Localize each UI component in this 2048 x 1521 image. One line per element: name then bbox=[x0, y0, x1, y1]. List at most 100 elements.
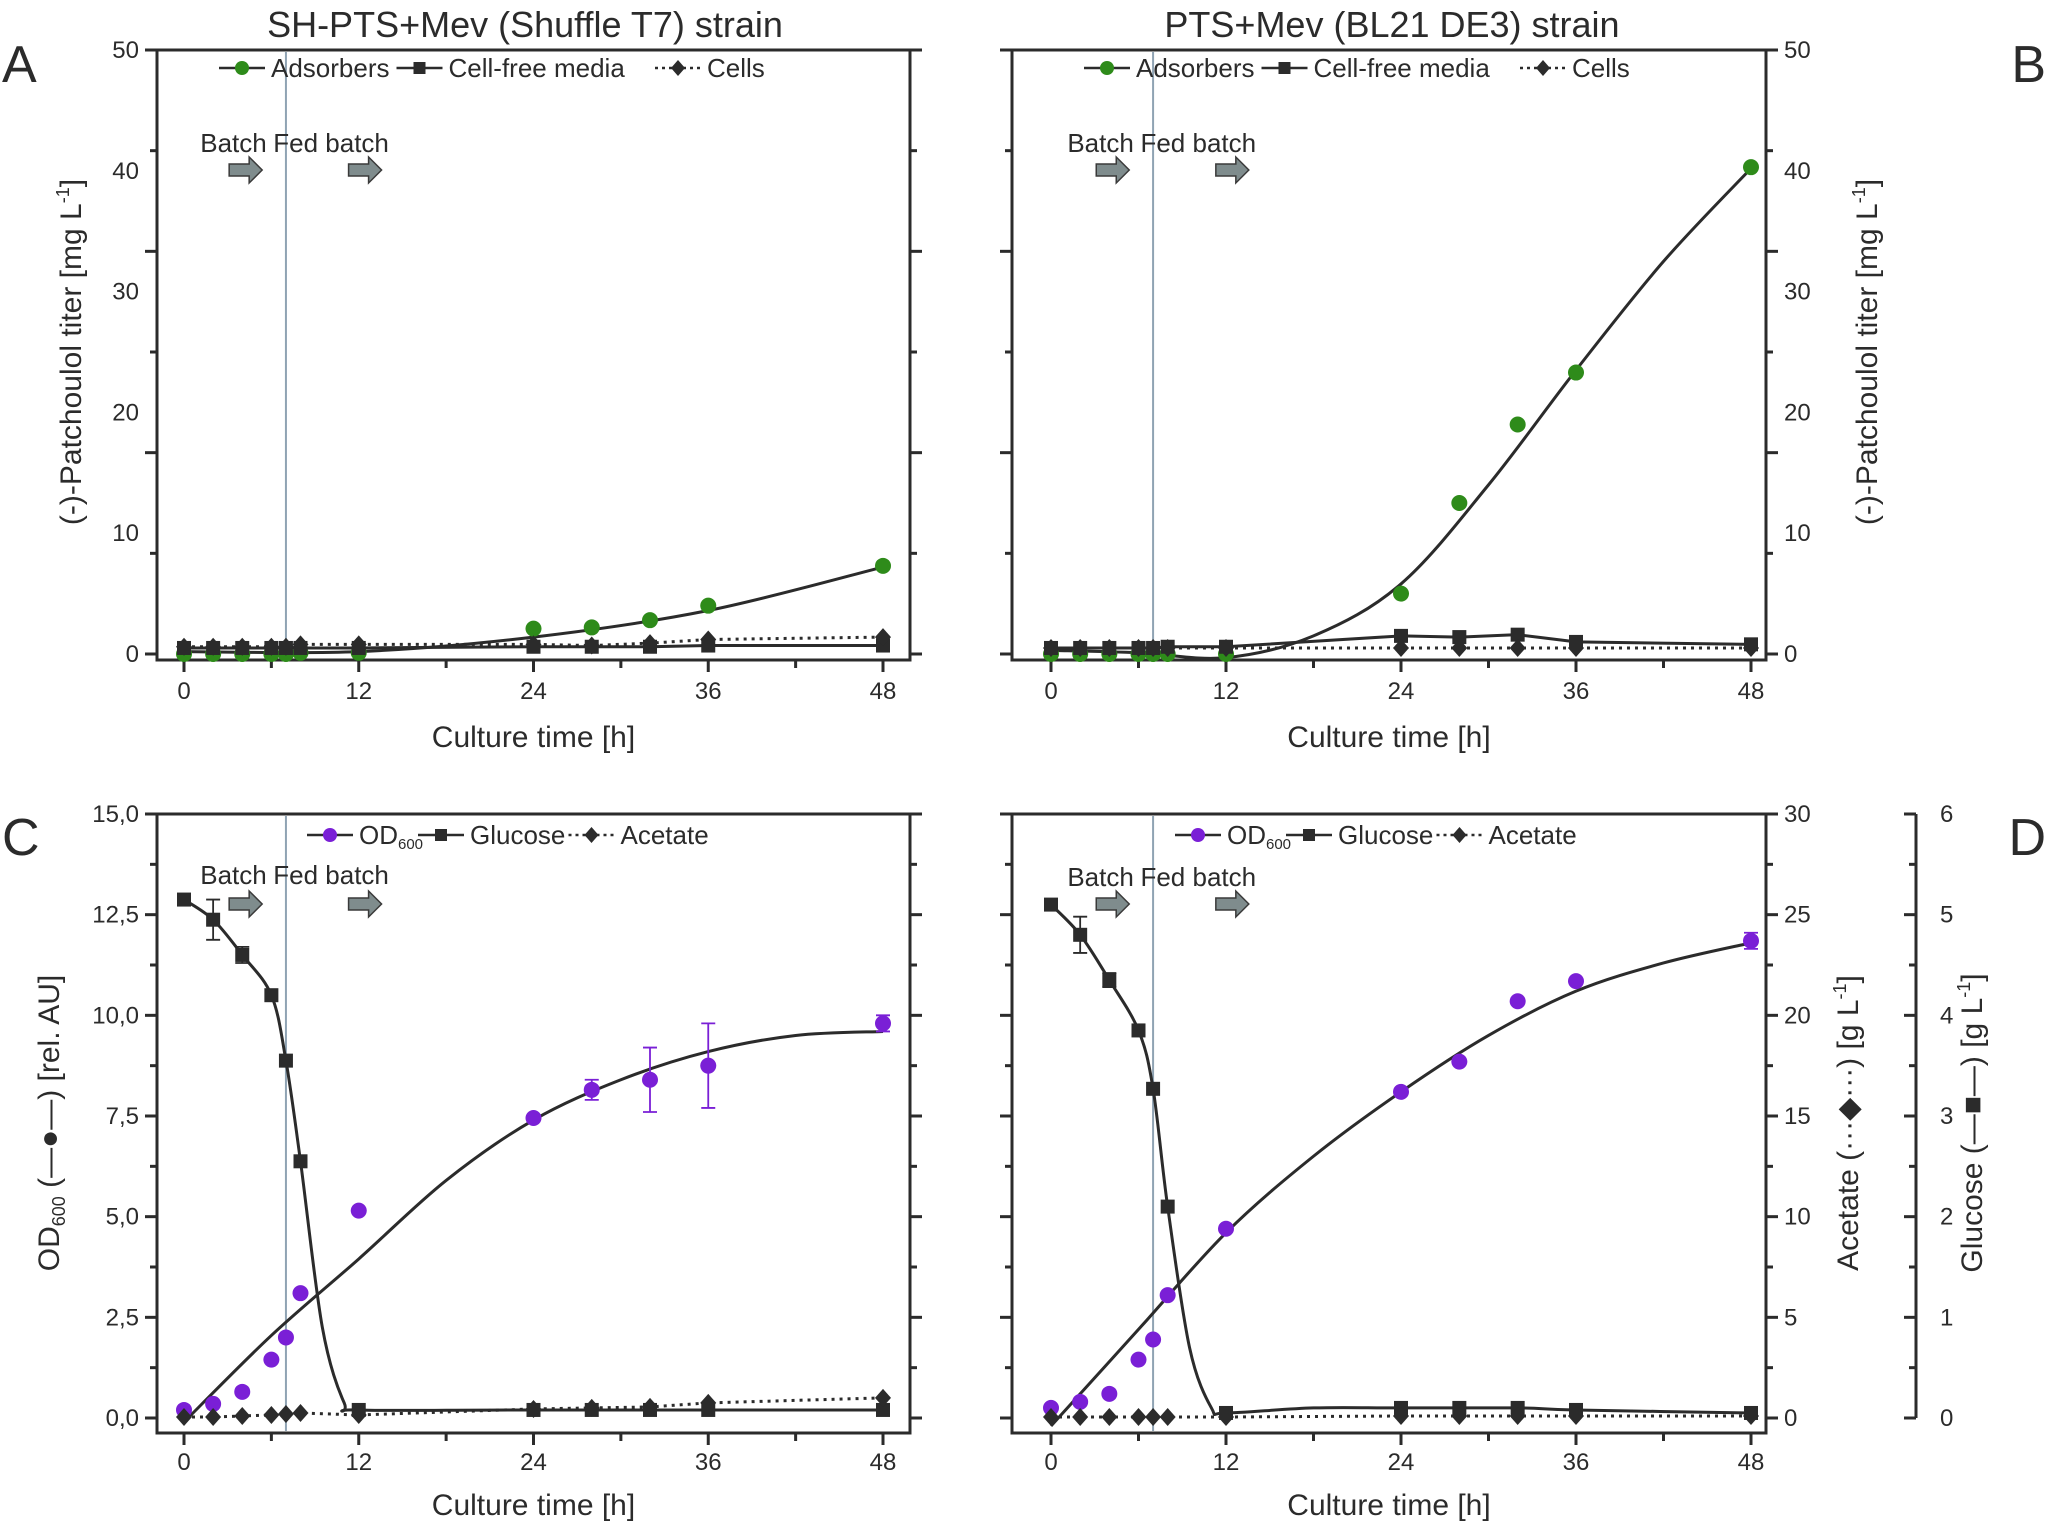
y-tick-label: 0 bbox=[1784, 1405, 1797, 1432]
data-point-diamond bbox=[875, 1388, 891, 1407]
data-point-circle bbox=[1101, 1385, 1118, 1402]
legend-diamond-icon bbox=[1536, 60, 1550, 76]
data-point-circle bbox=[1509, 993, 1526, 1010]
data-point-diamond bbox=[263, 637, 280, 656]
data-point-diamond bbox=[1743, 638, 1759, 657]
legend-label-text: Cell-free media bbox=[449, 53, 626, 83]
y-tick-label: 20 bbox=[1784, 1002, 1811, 1029]
phase-arrow-icon bbox=[347, 889, 383, 919]
data-point-diamond bbox=[205, 1407, 222, 1426]
x-tick-label: 48 bbox=[870, 678, 897, 705]
y-axis-title-main: Acetate (···◆···) [g L bbox=[1832, 999, 1865, 1270]
data-point-square bbox=[1510, 627, 1525, 642]
legend-label: Glucose bbox=[1338, 820, 1433, 850]
data-point-diamond bbox=[700, 630, 717, 649]
glucose-tick-label: 1 bbox=[1940, 1304, 1953, 1331]
data-point-square bbox=[1452, 630, 1467, 645]
legend-label-text: Glucose bbox=[1338, 820, 1433, 850]
glucose-axis-title: Glucose (—■—) [g L-1] bbox=[1954, 973, 1989, 1272]
data-point-circle bbox=[875, 557, 891, 574]
batch-label: Batch bbox=[200, 860, 267, 890]
batch-label: Batch bbox=[200, 128, 267, 158]
legend-circle-icon bbox=[323, 828, 337, 842]
data-point-circle bbox=[525, 1110, 542, 1127]
data-point-diamond bbox=[176, 1407, 192, 1426]
data-point-circle bbox=[583, 619, 600, 636]
x-tick-label: 0 bbox=[1044, 678, 1057, 705]
x-axis-title: Culture time [h] bbox=[432, 1489, 635, 1521]
phase-arrow-icon bbox=[1215, 155, 1250, 185]
y-tick-label: 0,0 bbox=[106, 1405, 139, 1432]
data-point-circle bbox=[642, 612, 658, 629]
legend-square-icon bbox=[435, 829, 447, 841]
data-point-diamond bbox=[1130, 1407, 1147, 1426]
data-point-diamond bbox=[1393, 1406, 1409, 1425]
fit-curve bbox=[1050, 167, 1753, 660]
plot-frame bbox=[1010, 48, 1768, 662]
data-point-circle bbox=[1043, 1399, 1059, 1416]
panel-label: A bbox=[2, 36, 37, 94]
data-point-diamond bbox=[277, 1404, 294, 1423]
x-tick-label: 36 bbox=[1563, 1449, 1590, 1476]
y-axis-title-end: (—●—) [rel. AU] bbox=[33, 975, 66, 1196]
data-point-diamond bbox=[1568, 1406, 1584, 1425]
y-tick-label: 10 bbox=[1784, 520, 1811, 547]
data-point-diamond bbox=[1145, 1407, 1162, 1426]
x-tick-label: 36 bbox=[1563, 678, 1590, 705]
data-point-diamond bbox=[1101, 1407, 1118, 1426]
data-point-diamond bbox=[1130, 638, 1147, 657]
legend-circle-icon bbox=[235, 61, 249, 75]
legend-label: OD600 bbox=[1227, 820, 1291, 853]
series-od600 bbox=[176, 1014, 891, 1424]
y-tick-label: 0 bbox=[1784, 641, 1797, 668]
glucose-tick-label: 6 bbox=[1940, 801, 1953, 828]
series-od600 bbox=[1043, 931, 1759, 1428]
x-axis-title: Culture time [h] bbox=[432, 721, 635, 754]
data-point-circle bbox=[234, 1383, 251, 1400]
data-point-diamond bbox=[205, 637, 222, 656]
data-point-diamond bbox=[1101, 638, 1118, 657]
legend-label: Adsorbers bbox=[271, 53, 390, 83]
y-axis-title-sup: -1 bbox=[1954, 982, 1974, 998]
data-point-diamond bbox=[1159, 1407, 1176, 1426]
y-tick-label: 20 bbox=[1784, 399, 1811, 426]
y-tick-label: 0 bbox=[126, 641, 139, 668]
y-axis-title-main: Glucose (—■—) [g L bbox=[1956, 998, 1989, 1273]
y-axis-title-main: OD bbox=[33, 1226, 66, 1271]
data-point-circle bbox=[1072, 1393, 1089, 1410]
x-tick-label: 12 bbox=[345, 678, 372, 705]
legend: OD600 Glucose Acetate bbox=[1175, 820, 1577, 853]
y-tick-label: 25 bbox=[1784, 902, 1811, 929]
legend-label-text: OD bbox=[1227, 820, 1266, 850]
fed-batch-label: Fed batch bbox=[273, 128, 389, 158]
legend-label-text: Acetate bbox=[621, 820, 709, 850]
y-axis-title: (-)-Patchoulol titer [mg L-1] bbox=[53, 179, 88, 525]
legend-label: Adsorbers bbox=[1136, 53, 1255, 83]
y-tick-label: 10 bbox=[112, 520, 139, 547]
data-point-circle bbox=[1743, 932, 1759, 949]
legend: Adsorbers Cell-free media Cells bbox=[1084, 53, 1630, 83]
data-point-diamond bbox=[1393, 638, 1409, 657]
data-point-diamond bbox=[1451, 1406, 1468, 1425]
data-point-square bbox=[293, 1154, 308, 1169]
y-tick-label: 10 bbox=[1784, 1204, 1811, 1231]
data-point-diamond bbox=[292, 1403, 309, 1422]
plot-frame bbox=[155, 48, 912, 662]
legend-label: Acetate bbox=[621, 820, 709, 850]
phase-arrow-icon bbox=[1095, 889, 1131, 919]
data-point-square bbox=[235, 947, 250, 962]
data-point-circle bbox=[350, 1202, 367, 1219]
data-point-circle bbox=[263, 1351, 280, 1368]
phase-arrow-icon bbox=[228, 889, 264, 919]
series-cells bbox=[1043, 638, 1759, 657]
data-point-square bbox=[1044, 897, 1058, 912]
data-point-circle bbox=[1218, 1220, 1234, 1237]
fed-batch-label: Fed batch bbox=[1140, 128, 1256, 158]
y-tick-label: 40 bbox=[1784, 158, 1811, 185]
y-tick-label: 10,0 bbox=[92, 1002, 139, 1029]
y-tick-label: 12,5 bbox=[92, 902, 139, 929]
glucose-tick-label: 0 bbox=[1940, 1405, 1953, 1432]
series-line bbox=[1051, 1414, 1751, 1419]
fed-batch-label: Fed batch bbox=[1140, 862, 1256, 892]
